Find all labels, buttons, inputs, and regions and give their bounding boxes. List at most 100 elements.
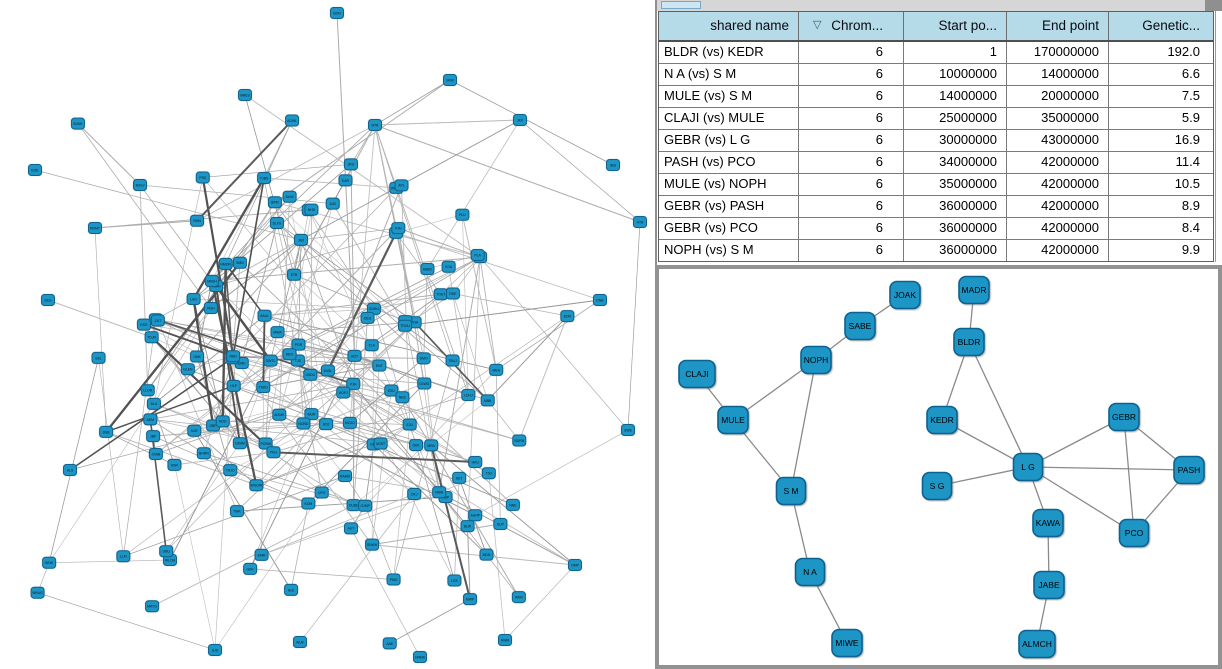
overview-node[interactable]: JKK — [513, 114, 527, 126]
overview-node[interactable]: MRA — [424, 439, 439, 452]
overview-node[interactable]: RMN — [190, 214, 205, 227]
overview-node[interactable]: RUH — [203, 301, 218, 314]
network-node-KAWA[interactable]: KAWA — [1032, 508, 1064, 538]
vertical-scrollbar[interactable] — [1215, 11, 1222, 262]
table-row[interactable]: BLDR (vs) KEDR 6 1 170000000 192.0 — [659, 42, 1213, 64]
overview-node[interactable]: EJU — [402, 418, 417, 431]
overview-node[interactable]: HNMA — [413, 651, 427, 663]
network-node-LG[interactable]: L G — [1012, 452, 1044, 482]
overview-node[interactable]: NNE — [505, 498, 520, 511]
overview-node[interactable]: ESU — [384, 384, 399, 397]
overview-node[interactable]: NWB — [432, 486, 447, 499]
table-row[interactable]: GEBR (vs) PCO 6 36000000 42000000 8.4 — [659, 218, 1213, 240]
network-node-BLDR[interactable]: BLDR — [953, 327, 985, 357]
overview-node[interactable]: LDHJ — [461, 389, 476, 402]
overview-node[interactable]: AUT — [344, 522, 359, 535]
overview-node[interactable]: MDN — [479, 548, 494, 561]
filter-icon[interactable]: ▽ — [813, 19, 822, 31]
overview-node[interactable]: WKR — [511, 591, 526, 604]
overview-node[interactable]: MRTG — [145, 600, 160, 613]
overview-node[interactable]: NOND — [296, 417, 311, 430]
overview-node[interactable]: EMM — [254, 548, 269, 561]
overview-node[interactable]: BON — [330, 7, 344, 19]
overview-node[interactable]: GKK — [243, 562, 258, 575]
overview-node[interactable]: AJD — [325, 197, 340, 210]
network-node-PASH[interactable]: PASH — [1173, 455, 1205, 485]
overview-node[interactable]: BPM — [267, 196, 282, 209]
overview-node[interactable]: NTR — [368, 119, 382, 131]
overview-node[interactable]: SKG — [41, 294, 55, 306]
table-row[interactable]: GEBR (vs) PASH 6 36000000 42000000 8.9 — [659, 196, 1213, 218]
overview-node[interactable]: JNGL — [320, 364, 335, 377]
network-node-CLAJI[interactable]: CLAJI — [678, 359, 716, 389]
overview-node[interactable]: ASBD — [420, 263, 435, 276]
network-node-GEBR[interactable]: GEBR — [1108, 402, 1140, 432]
horizontal-scrollbar-thumb[interactable] — [661, 1, 701, 9]
overview-node[interactable]: TDJR — [144, 331, 159, 344]
overview-node[interactable]: BON — [560, 310, 575, 323]
overview-node[interactable]: OEG — [360, 311, 375, 324]
overview-node[interactable]: RDMT — [88, 222, 102, 234]
network-node-SM[interactable]: S M — [775, 476, 807, 506]
overview-node[interactable]: JRO — [343, 158, 358, 171]
overview-node[interactable]: ONK — [190, 350, 205, 363]
overview-node[interactable]: RAMD — [338, 469, 353, 482]
network-node-ALMCH[interactable]: ALMCH — [1018, 629, 1056, 659]
overview-node[interactable]: MWP — [463, 593, 478, 606]
overview-node[interactable]: HLS — [63, 464, 77, 476]
overview-node[interactable]: UPO — [314, 486, 329, 499]
overview-node[interactable]: GJMP — [358, 499, 373, 512]
overview-node[interactable]: EEL — [91, 351, 106, 364]
overview-node[interactable]: OJMM — [232, 437, 247, 450]
network-node-PCO[interactable]: PCO — [1118, 518, 1150, 548]
overview-node[interactable]: KOM — [301, 497, 316, 510]
overview-node[interactable]: SMN — [232, 256, 247, 269]
overview-node[interactable]: HSR — [167, 458, 182, 471]
overview-node[interactable]: TDOU — [398, 319, 413, 332]
overview-node[interactable]: LLON — [140, 384, 155, 397]
overview-node[interactable]: OUBE — [346, 499, 361, 512]
overview-node[interactable]: PLA — [470, 249, 485, 262]
overview-node[interactable]: SWE — [621, 424, 635, 436]
overview-node[interactable]: APL — [394, 179, 409, 192]
overview-node[interactable]: MAES — [238, 89, 252, 101]
overview-node[interactable]: GLEN — [180, 363, 195, 376]
overview-node[interactable]: NHD — [304, 203, 319, 216]
table-row[interactable]: MULE (vs) NOPH 6 35000000 42000000 10.5 — [659, 174, 1213, 196]
overview-node[interactable]: USDU — [303, 368, 318, 381]
overview-node[interactable]: BJNH — [70, 117, 85, 130]
network-node-NOPH[interactable]: NOPH — [800, 345, 832, 375]
column-header-endpoint[interactable]: End point — [1007, 12, 1109, 40]
overview-node[interactable]: MJGJ — [133, 179, 147, 191]
overview-node[interactable]: PJH — [346, 377, 361, 390]
network-node-MADR[interactable]: MADR — [958, 275, 990, 305]
overview-node[interactable]: SOJ — [319, 418, 334, 431]
overview-node[interactable]: HOT — [347, 349, 362, 362]
overview-node[interactable]: RHD — [226, 350, 241, 363]
overview-node[interactable]: LAO — [186, 292, 201, 305]
overview-node[interactable]: SET — [452, 471, 467, 484]
overview-node[interactable]: OKJ — [407, 488, 422, 501]
overview-node[interactable]: TLA — [364, 339, 379, 352]
overview-node[interactable]: TBUJ — [445, 354, 460, 367]
overview-node[interactable]: SRW — [443, 74, 457, 86]
overview-node[interactable]: TRJO — [223, 464, 238, 477]
overview-node[interactable]: TJBS — [257, 171, 272, 184]
overview-node[interactable]: DSB — [99, 425, 114, 438]
column-header-genetic[interactable]: Genetic... — [1142, 18, 1200, 33]
overview-node[interactable]: GWTL — [263, 354, 278, 367]
overview-node[interactable]: TWK — [230, 505, 245, 518]
overview-node[interactable]: PLU — [455, 208, 470, 221]
network-node-MULE[interactable]: MULE — [717, 405, 749, 435]
overview-node[interactable]: ALE — [284, 583, 299, 596]
overview-node[interactable]: HMON — [218, 257, 233, 270]
overview-node[interactable]: BHRN — [196, 447, 211, 460]
overview-node[interactable]: DLKS — [270, 216, 285, 229]
overview-node[interactable]: KGA — [441, 260, 456, 273]
overview-node[interactable]: AAUL — [257, 309, 272, 322]
overview-network-canvas[interactable]: BON NTR EOE MJGJ RDMT JBG DNB SWE HTB UJD HNMA NWM W… — [0, 0, 655, 669]
network-node-SABE[interactable]: SABE — [844, 311, 876, 341]
overview-node[interactable]: SUP — [493, 518, 508, 531]
overview-node[interactable]: HEO — [282, 348, 297, 361]
overview-node[interactable]: JBG — [606, 159, 620, 171]
